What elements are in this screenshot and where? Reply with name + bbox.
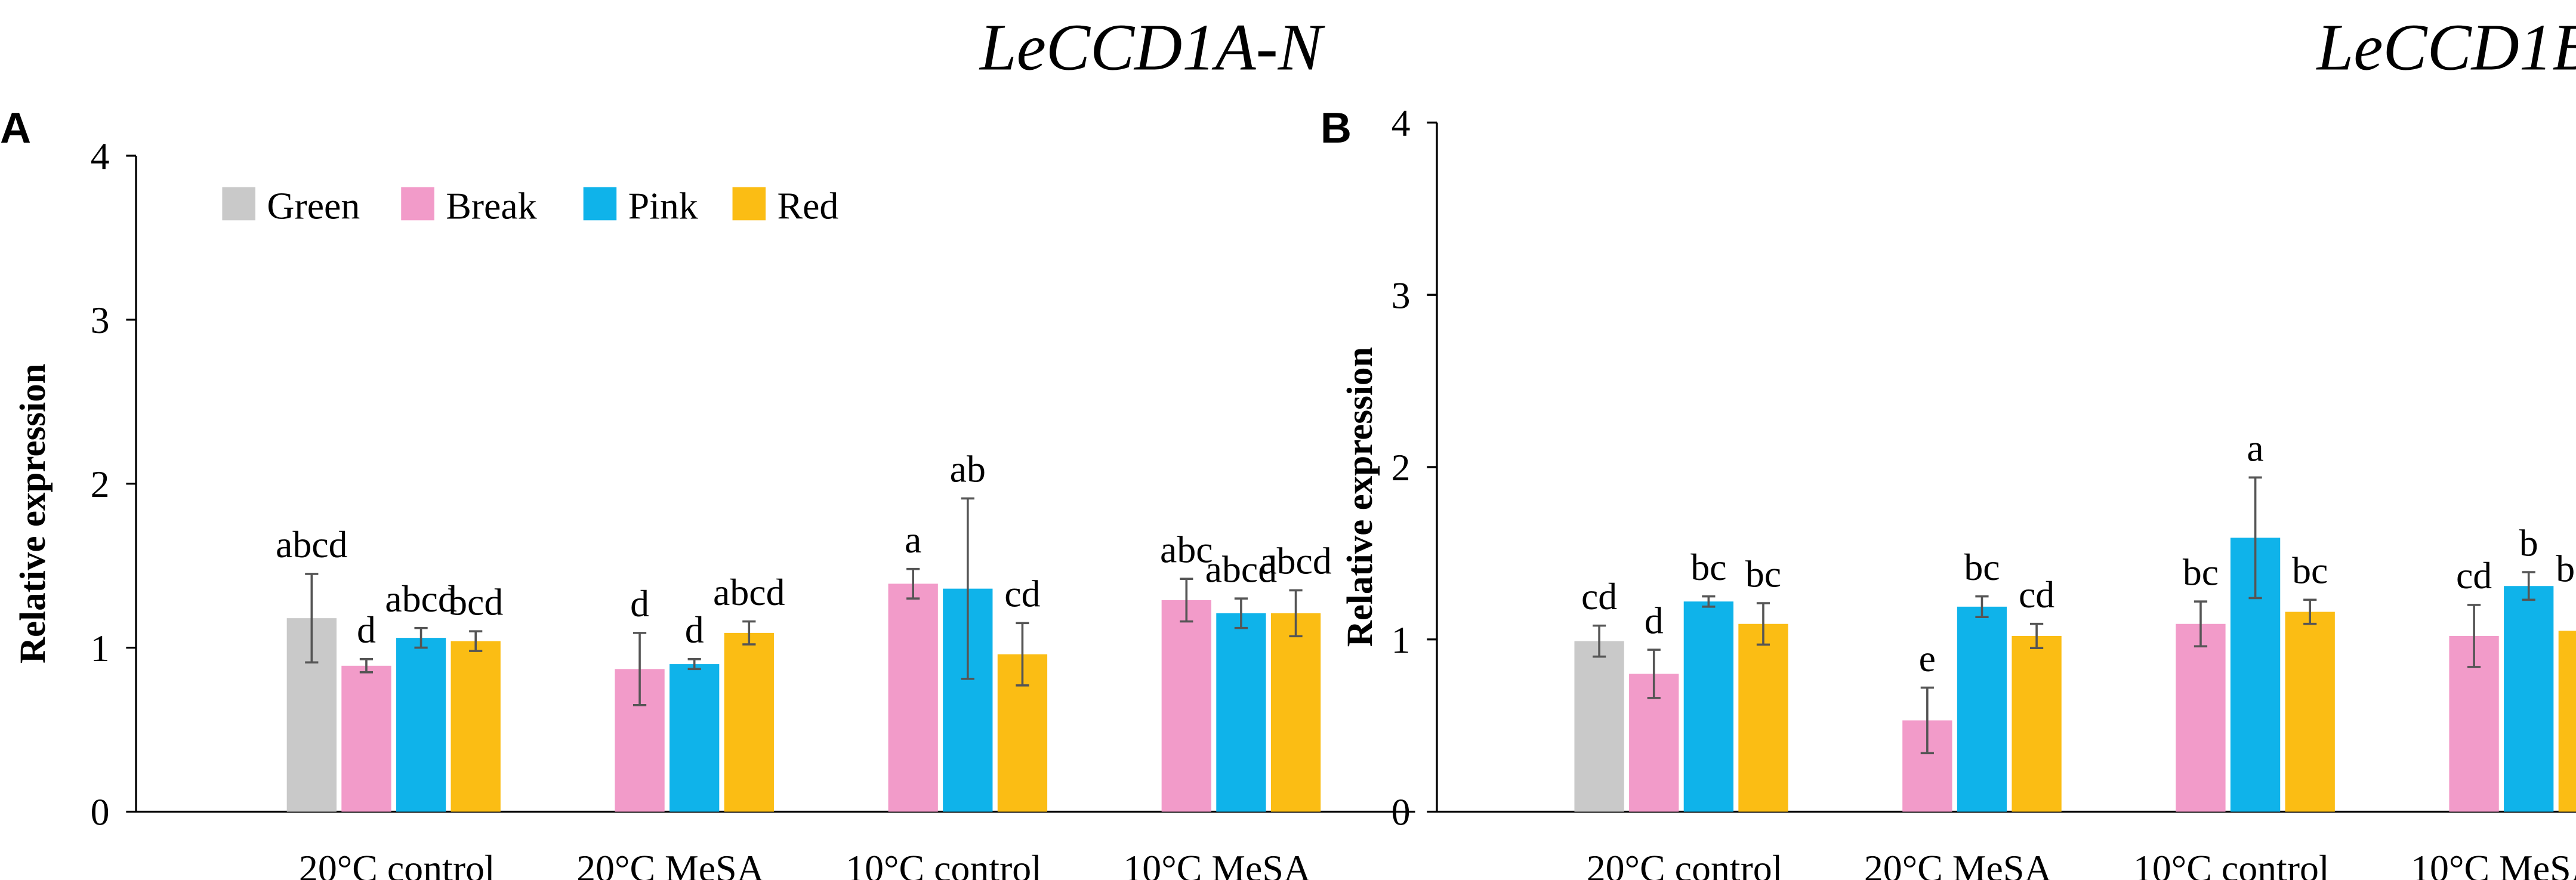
significance-label: bc <box>1964 546 2000 588</box>
x-tick-label: 10°C control <box>2133 847 2330 880</box>
significance-label: abcd <box>1205 548 1278 590</box>
significance-label: abcd <box>385 578 457 620</box>
significance-label: bc <box>2183 551 2219 593</box>
bar-pink <box>670 664 720 812</box>
y-tick-label: 4 <box>91 135 110 177</box>
legend-label-red: Red <box>778 184 839 227</box>
x-tick-label: 20°C MeSA <box>576 847 764 880</box>
y-axis-label: Relative expression <box>13 363 53 663</box>
significance-label: abcd <box>276 523 348 566</box>
significance-label: d <box>630 582 649 625</box>
y-tick-label: 2 <box>91 463 110 505</box>
bar-red <box>2558 631 2576 812</box>
significance-label: d <box>685 609 704 651</box>
bar-red <box>1270 613 1321 812</box>
bar-pink <box>1216 613 1266 812</box>
significance-label: ab <box>950 448 986 490</box>
panel-title: LeCCD1A-N <box>979 11 1326 85</box>
y-tick-label: 4 <box>1392 102 1411 144</box>
significance-label: bc <box>1690 546 1726 588</box>
bar-red <box>2285 612 2335 812</box>
significance-label: b <box>2519 521 2538 564</box>
bar-break <box>888 583 938 812</box>
bar-red <box>724 632 774 812</box>
bar-pink <box>1957 606 2007 812</box>
panel-title: LeCCD1B <box>2315 11 2576 85</box>
legend-label-break: Break <box>446 184 537 227</box>
x-tick-label: 10°C control <box>846 847 1042 880</box>
significance-label: cd <box>1581 575 1617 617</box>
significance-label: d <box>1645 599 1664 641</box>
bar-break <box>2176 623 2226 812</box>
bar-pink <box>1683 601 1733 812</box>
panel-letter: B <box>1321 104 1352 152</box>
y-tick-label: 0 <box>1392 791 1411 833</box>
x-tick-label: 20°C MeSA <box>1864 847 2052 880</box>
significance-label: e <box>1919 637 1936 680</box>
y-tick-label: 3 <box>91 299 110 341</box>
x-tick-label: 10°C MeSA <box>2411 847 2576 880</box>
y-tick-label: 1 <box>1392 619 1411 661</box>
significance-label: a <box>2247 427 2263 470</box>
legend-swatch-pink <box>583 187 617 221</box>
significance-label: cd <box>1004 573 1040 615</box>
significance-label: cd <box>2456 554 2492 597</box>
y-tick-label: 2 <box>1392 446 1411 489</box>
legend-label-pink: Pink <box>628 184 698 227</box>
y-tick-label: 3 <box>1392 274 1411 316</box>
legend-label-green: Green <box>267 184 360 227</box>
significance-label: cd <box>2019 573 2054 616</box>
bar-green <box>1574 641 1624 812</box>
y-tick-label: 1 <box>91 627 110 669</box>
bar-red <box>451 641 501 812</box>
legend-swatch-break <box>401 187 434 221</box>
x-tick-label: 20°C control <box>1587 847 1783 880</box>
significance-label: abcd <box>1260 540 1332 582</box>
significance-label: bcd <box>2556 548 2576 590</box>
panel-letter: A <box>0 104 31 152</box>
legend-swatch-red <box>732 187 766 221</box>
significance-label: bc <box>1745 552 1781 595</box>
bar-pink <box>2504 586 2554 812</box>
significance-label: abcd <box>713 571 785 613</box>
significance-label: abc <box>1160 528 1213 570</box>
y-axis-label: Relative expression <box>1340 347 1380 647</box>
significance-label: bcd <box>448 581 503 623</box>
bar-red <box>2012 635 2062 812</box>
y-tick-label: 0 <box>91 791 110 833</box>
significance-label: bc <box>2292 549 2328 592</box>
x-tick-label: 10°C MeSA <box>1123 847 1311 880</box>
bar-break <box>1161 600 1211 812</box>
bar-break <box>341 665 391 812</box>
significance-label: a <box>905 518 921 561</box>
bar-pink <box>396 638 446 812</box>
x-tick-label: 20°C control <box>299 847 495 880</box>
legend-swatch-green <box>222 187 255 221</box>
bar-red <box>1738 623 1788 812</box>
significance-label: d <box>357 609 376 651</box>
